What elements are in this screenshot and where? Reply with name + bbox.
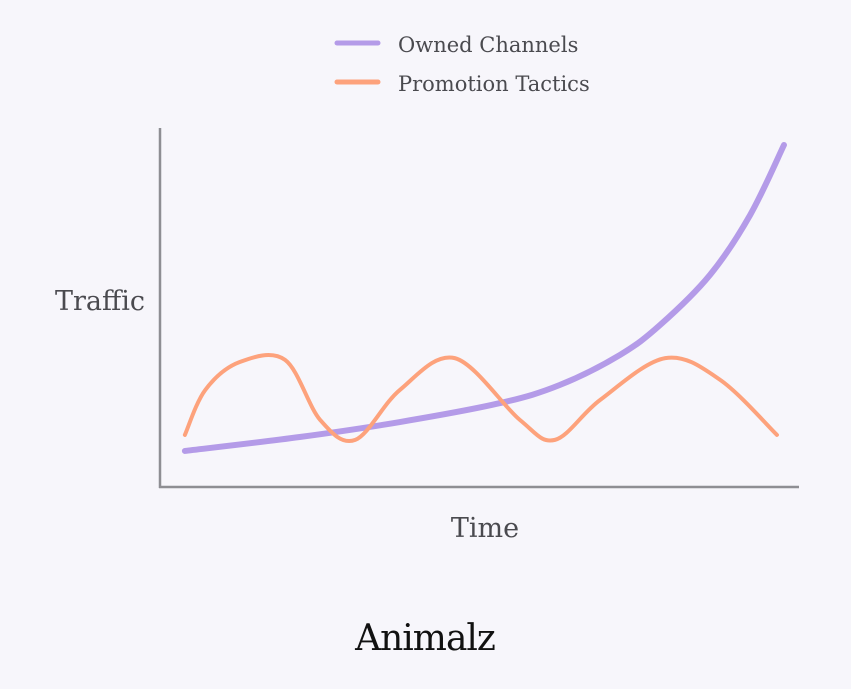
y-axis-label: Traffic: [55, 286, 145, 317]
legend: Owned Channels Promotion Tactics: [334, 33, 590, 96]
legend-label-promotion-tactics: Promotion Tactics: [398, 72, 590, 96]
animalz-logo: Animalz: [354, 618, 495, 659]
series-line-promotion-tactics: [182, 353, 779, 443]
series-line-owned-channels: [181, 141, 787, 454]
legend-label-owned-channels: Owned Channels: [398, 33, 578, 57]
x-axis-label: Time: [451, 513, 519, 544]
